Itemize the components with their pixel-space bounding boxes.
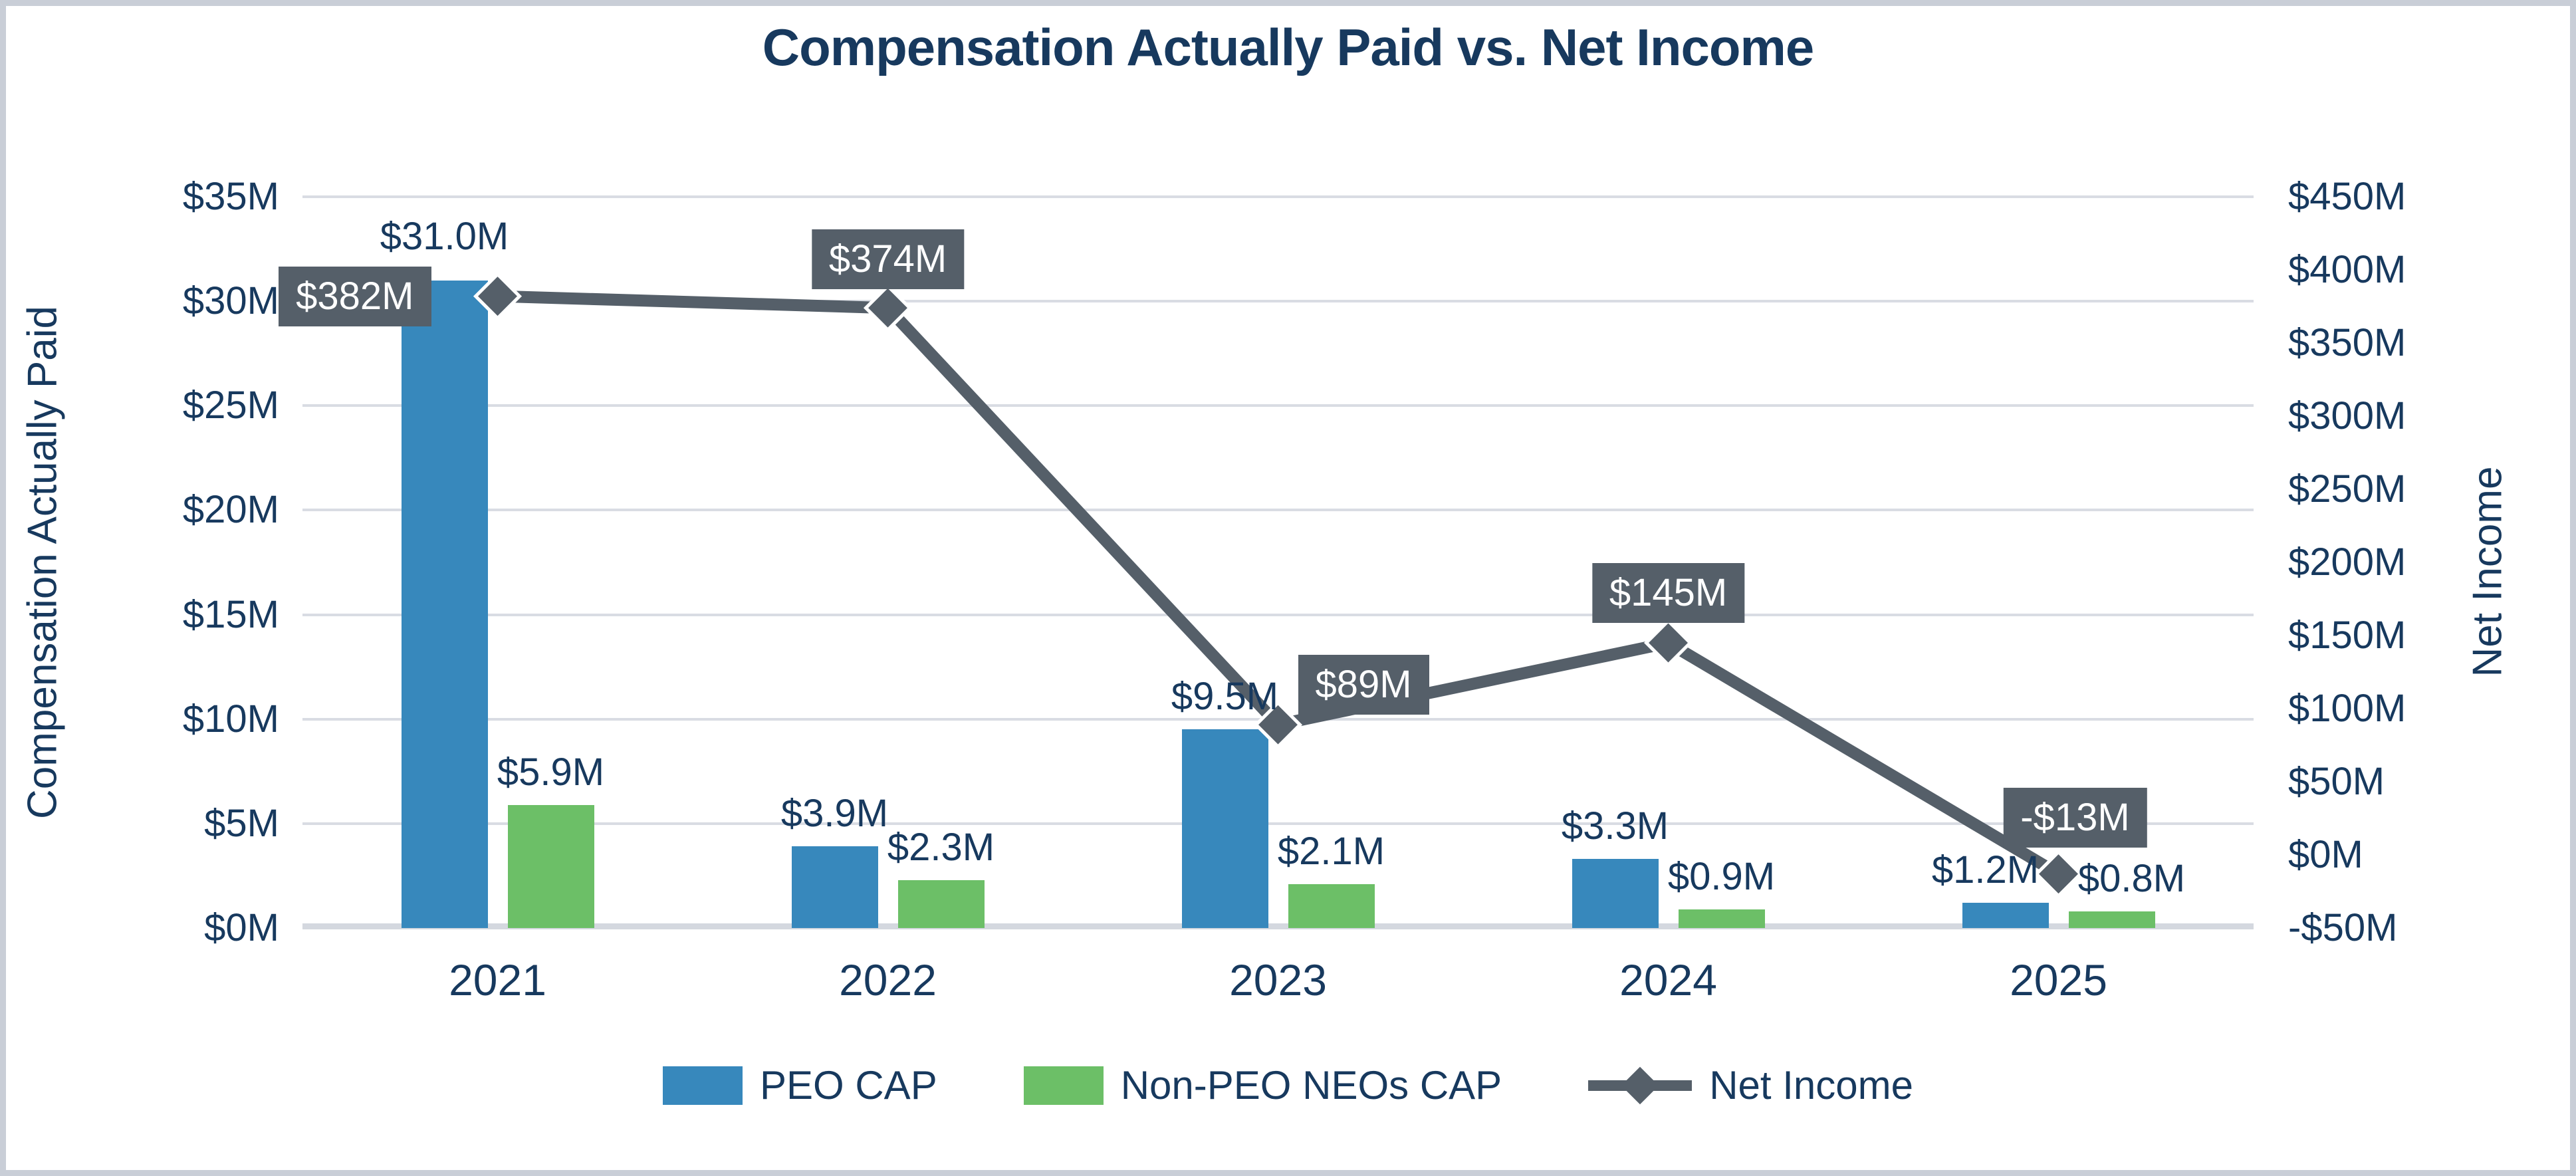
x-axis-label-2024: 2024 [1619, 955, 1717, 1004]
right-axis-tick: $350M [2288, 321, 2406, 364]
bar-non-peo-neos-cap-2022 [897, 880, 985, 928]
bar-value-label-peo-cap-2024: $3.3M [1561, 804, 1669, 848]
gridline [302, 404, 2254, 408]
gridline [302, 509, 2254, 512]
net-income-marker-2025 [2034, 850, 2083, 899]
left-axis-tick: $5M [204, 801, 279, 845]
gridline [302, 300, 2254, 303]
gridline [302, 613, 2254, 616]
x-axis-label-2025: 2025 [2010, 955, 2107, 1004]
legend-label-peo-cap: PEO CAP [759, 1063, 937, 1108]
gridline [302, 195, 2254, 198]
right-axis-tick: $400M [2288, 248, 2406, 291]
bar-peo-cap-2024 [1572, 859, 1659, 928]
bar-value-label-non-peo-neos-cap-2025: $0.8M [2077, 856, 2186, 900]
bar-peo-cap-2023 [1181, 729, 1268, 928]
net-income-value-label-2025: -$13M [2003, 787, 2147, 848]
left-axis-tick: $25M [182, 384, 279, 427]
net-income-value-label-2022: $374M [811, 229, 965, 290]
x-axis-label-2021: 2021 [449, 955, 546, 1004]
legend-label-non-peo-neos-cap: Non-PEO NEOs CAP [1120, 1063, 1502, 1108]
bar-peo-cap-2025 [1962, 903, 2049, 928]
legend-item-net-income: Net Income [1588, 1062, 1913, 1108]
right-axis-tick: $250M [2288, 467, 2406, 511]
left-axis-tick: $0M [204, 906, 279, 949]
plot-area: $31.0M $3.9M $9.5M $3.3M $1.2M $5.9M $2.3M $2.1… [279, 195, 2254, 929]
left-axis-tick: $10M [182, 697, 279, 741]
right-axis-tick: $150M [2288, 614, 2406, 657]
right-axis-tick: $200M [2288, 540, 2406, 584]
bar-non-peo-neos-cap-2025 [2068, 911, 2155, 928]
legend-item-non-peo-neos-cap: Non-PEO NEOs CAP [1023, 1062, 1502, 1108]
net-income-marker-2022 [863, 283, 913, 332]
right-axis-tick: $50M [2288, 760, 2385, 803]
legend: PEO CAP Non-PEO NEOs CAP Net Income [0, 1062, 2576, 1108]
right-axis-tick: -$50M [2288, 906, 2398, 949]
legend-diamond-icon [1621, 1066, 1659, 1104]
net-income-marker-2021 [473, 272, 523, 321]
net-income-line-layer [473, 272, 2083, 899]
legend-label-net-income: Net Income [1709, 1063, 1914, 1108]
x-axis-label-2022: 2022 [839, 955, 937, 1004]
left-axis-tick: $15M [182, 592, 279, 636]
right-axis-tick: $0M [2288, 833, 2363, 876]
bar-value-label-peo-cap-2025: $1.2M [1931, 848, 2040, 892]
right-axis-tick: $100M [2288, 687, 2406, 730]
chart-title: Compensation Actually Paid vs. Net Incom… [762, 18, 1815, 76]
gridline [302, 822, 2254, 825]
legend-line-marker-net-income [1588, 1064, 1693, 1107]
bar-value-label-peo-cap-2021: $31.0M [380, 214, 509, 258]
right-axis-tick: $450M [2288, 175, 2406, 218]
bar-value-label-peo-cap-2022: $3.9M [780, 792, 889, 836]
right-axis-tick: $300M [2288, 394, 2406, 437]
left-axis-title: Compensation Actually Paid [19, 305, 66, 820]
bar-non-peo-neos-cap-2021 [507, 804, 594, 928]
bar-value-label-non-peo-neos-cap-2022: $2.3M [887, 825, 995, 869]
net-income-value-label-2024: $145M [1591, 563, 1745, 623]
x-axis-baseline [302, 923, 2254, 929]
left-axis-tick: $30M [182, 279, 279, 323]
right-axis-title: Net Income [2464, 466, 2511, 677]
net-income-value-label-2021: $382M [279, 266, 431, 326]
bar-value-label-non-peo-neos-cap-2021: $5.9M [497, 750, 605, 794]
net-income-marker-2023 [1253, 700, 1303, 749]
bar-non-peo-neos-cap-2024 [1678, 909, 1765, 928]
x-axis-label-2023: 2023 [1229, 955, 1327, 1004]
bar-peo-cap-2021 [401, 280, 488, 928]
net-income-marker-2024 [1643, 618, 1693, 667]
bar-value-label-non-peo-neos-cap-2023: $2.1M [1277, 830, 1385, 873]
net-income-value-label-2023: $89M [1298, 655, 1429, 715]
legend-item-peo-cap: PEO CAP [662, 1062, 937, 1108]
left-axis-tick: $20M [182, 488, 279, 532]
bar-value-label-non-peo-neos-cap-2024: $0.9M [1667, 854, 1776, 898]
bar-non-peo-neos-cap-2023 [1288, 884, 1375, 928]
legend-swatch-peo-cap [662, 1066, 743, 1105]
net-income-line [497, 290, 2062, 880]
bar-peo-cap-2022 [791, 846, 878, 928]
legend-swatch-non-peo-neos-cap [1023, 1066, 1104, 1105]
bar-value-label-peo-cap-2023: $9.5M [1171, 675, 1279, 719]
left-axis-tick: $35M [182, 175, 279, 218]
